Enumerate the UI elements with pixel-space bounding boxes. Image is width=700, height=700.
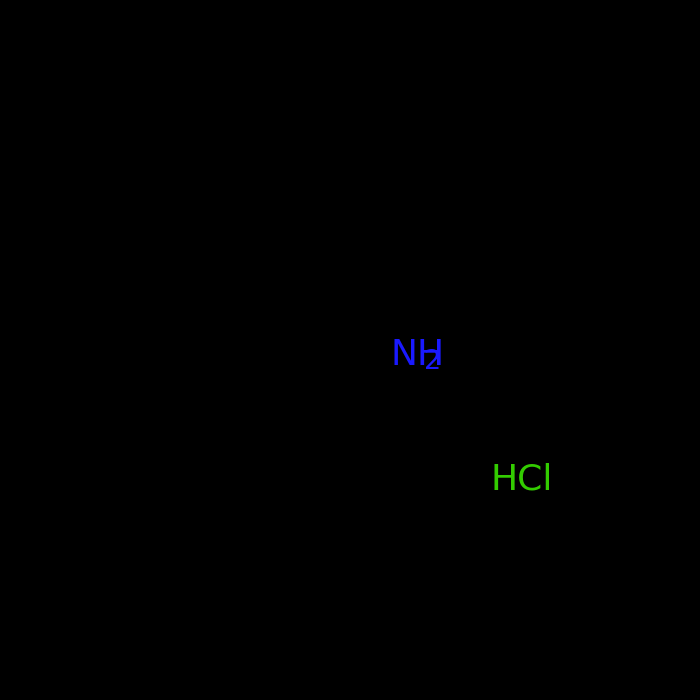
Text: 2: 2 (424, 349, 441, 375)
Text: NH: NH (390, 338, 444, 372)
Text: HCl: HCl (490, 463, 552, 497)
Polygon shape (315, 381, 356, 399)
